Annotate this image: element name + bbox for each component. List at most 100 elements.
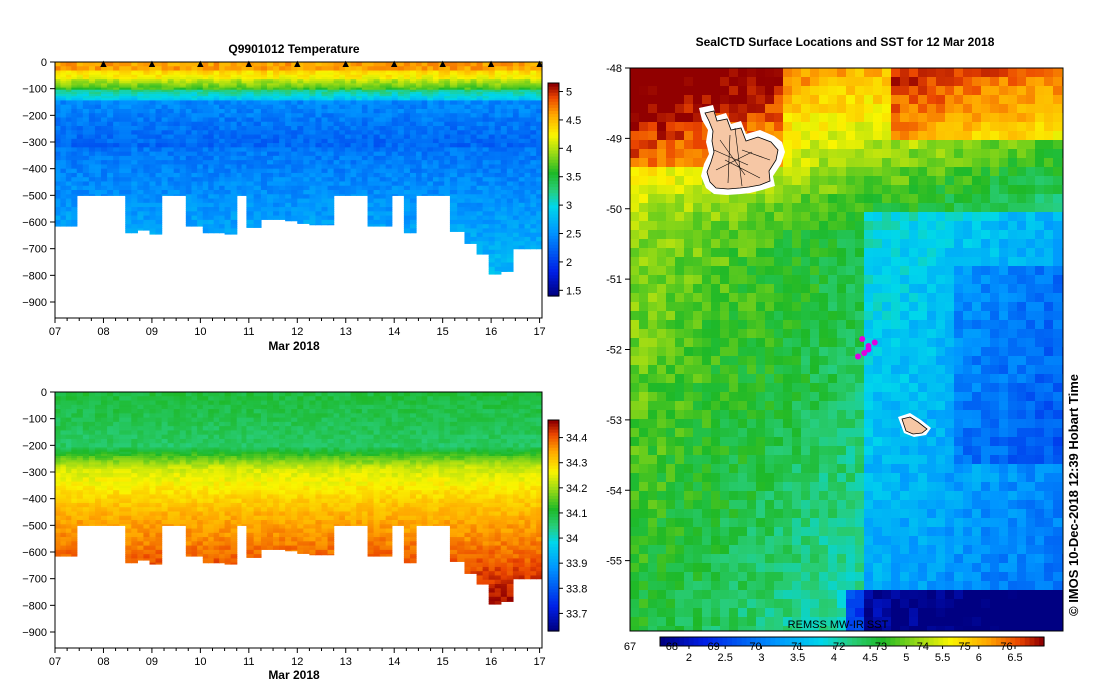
temperature-cell [185,89,193,93]
temperature-cell [321,177,329,180]
temperature-cell [291,190,298,193]
temperature-cell [391,79,399,82]
temperature-cell [179,160,187,163]
temperature-cell [449,72,458,76]
temperature-cell [267,128,274,131]
temperature-cell [403,136,411,140]
temperature-cell [438,132,445,136]
temperature-cell [213,147,220,151]
temperature-cell [416,79,423,82]
temperature-cell [391,76,399,80]
temperature-cell [350,192,357,195]
temperature-cell [361,96,369,99]
temperature-cell [427,68,434,72]
temperature-cell [88,81,96,84]
temperature-cell [213,136,220,140]
temperature-cell [421,153,428,157]
temperature-cell [291,70,298,74]
temperature-cell [457,100,466,104]
temperature-cell [155,232,163,235]
temperature-cell [71,211,78,215]
temperature-cell [224,204,232,208]
temperature-cell [397,89,405,93]
temperature-cell [273,79,280,82]
temperature-cell [197,145,204,148]
temperature-cell [253,134,262,138]
temperature-cell [333,160,340,163]
temperature-cell [427,192,434,195]
temperature-cell [173,192,181,195]
temperature-cell [279,187,286,191]
temperature-cell [230,128,238,131]
temperature-cell [149,177,157,180]
temperature-cell [143,132,151,136]
temperature-cell [438,72,445,76]
temperature-cell [202,162,209,165]
temperature-cell [60,162,67,165]
temperature-cell [327,162,335,165]
temperature-cell [88,147,96,151]
temperature-cell [253,183,262,187]
temperature-cell [191,198,198,202]
temperature-cell [315,177,323,180]
temperature-cell [167,91,175,95]
temperature-cell [202,222,209,225]
temperature-cell [303,64,311,67]
temperature-cell [179,181,187,185]
temperature-cell [350,100,357,104]
temperature-cell [143,87,151,91]
temperature-cell [315,196,323,200]
temperature-cell [185,175,193,178]
temperature-cell [444,66,451,69]
temperature-cell [143,106,151,110]
temperature-cell [427,102,434,106]
temperature-cell [333,81,340,84]
temperature-cell [273,143,280,146]
temperature-cell [246,153,255,157]
temperature-cell [202,140,209,144]
temperature-cell [403,217,411,221]
temperature-cell [208,119,215,123]
temperature-cell [185,68,193,72]
temperature-cell [113,66,120,69]
temperature-cell [71,215,78,219]
temperature-cell [361,106,369,110]
temperature-cell [397,79,405,82]
temperature-cell [101,106,108,110]
temperature-cell [65,106,72,110]
temperature-cell [409,64,417,67]
temperature-cell [125,226,132,229]
temperature-cell [421,128,428,131]
temperature-cell [219,179,226,183]
temperature-cell [449,121,458,125]
temperature-cell [94,117,102,121]
temperature-cell [339,66,346,69]
temperature-cell [208,160,215,163]
temperature-cell [449,138,458,142]
temperature-cell [224,217,232,221]
temperature-cell [285,200,292,204]
temperature-cell [285,68,292,72]
temperature-cell [449,83,458,87]
temperature-cell [60,172,67,176]
temperature-cell [82,190,90,193]
temperature-cell [241,128,248,131]
temperature-cell [444,72,451,76]
temperature-cell [315,66,323,69]
temperature-cell [94,151,102,155]
temperature-cell [391,104,399,108]
temperature-cell [385,224,393,227]
temperature-cell [113,149,120,153]
temperature-cell [391,155,399,159]
temperature-cell [82,74,90,78]
temperature-cell [421,130,428,133]
temperature-cell [432,89,440,93]
temperature-cell [297,160,304,163]
temperature-cell [449,179,458,183]
temperature-cell [385,126,393,129]
temperature-cell [457,209,466,212]
temperature-cell [202,143,209,146]
temperature-cell [155,81,163,84]
temperature-cell [55,183,62,187]
temperature-cell [273,158,280,161]
